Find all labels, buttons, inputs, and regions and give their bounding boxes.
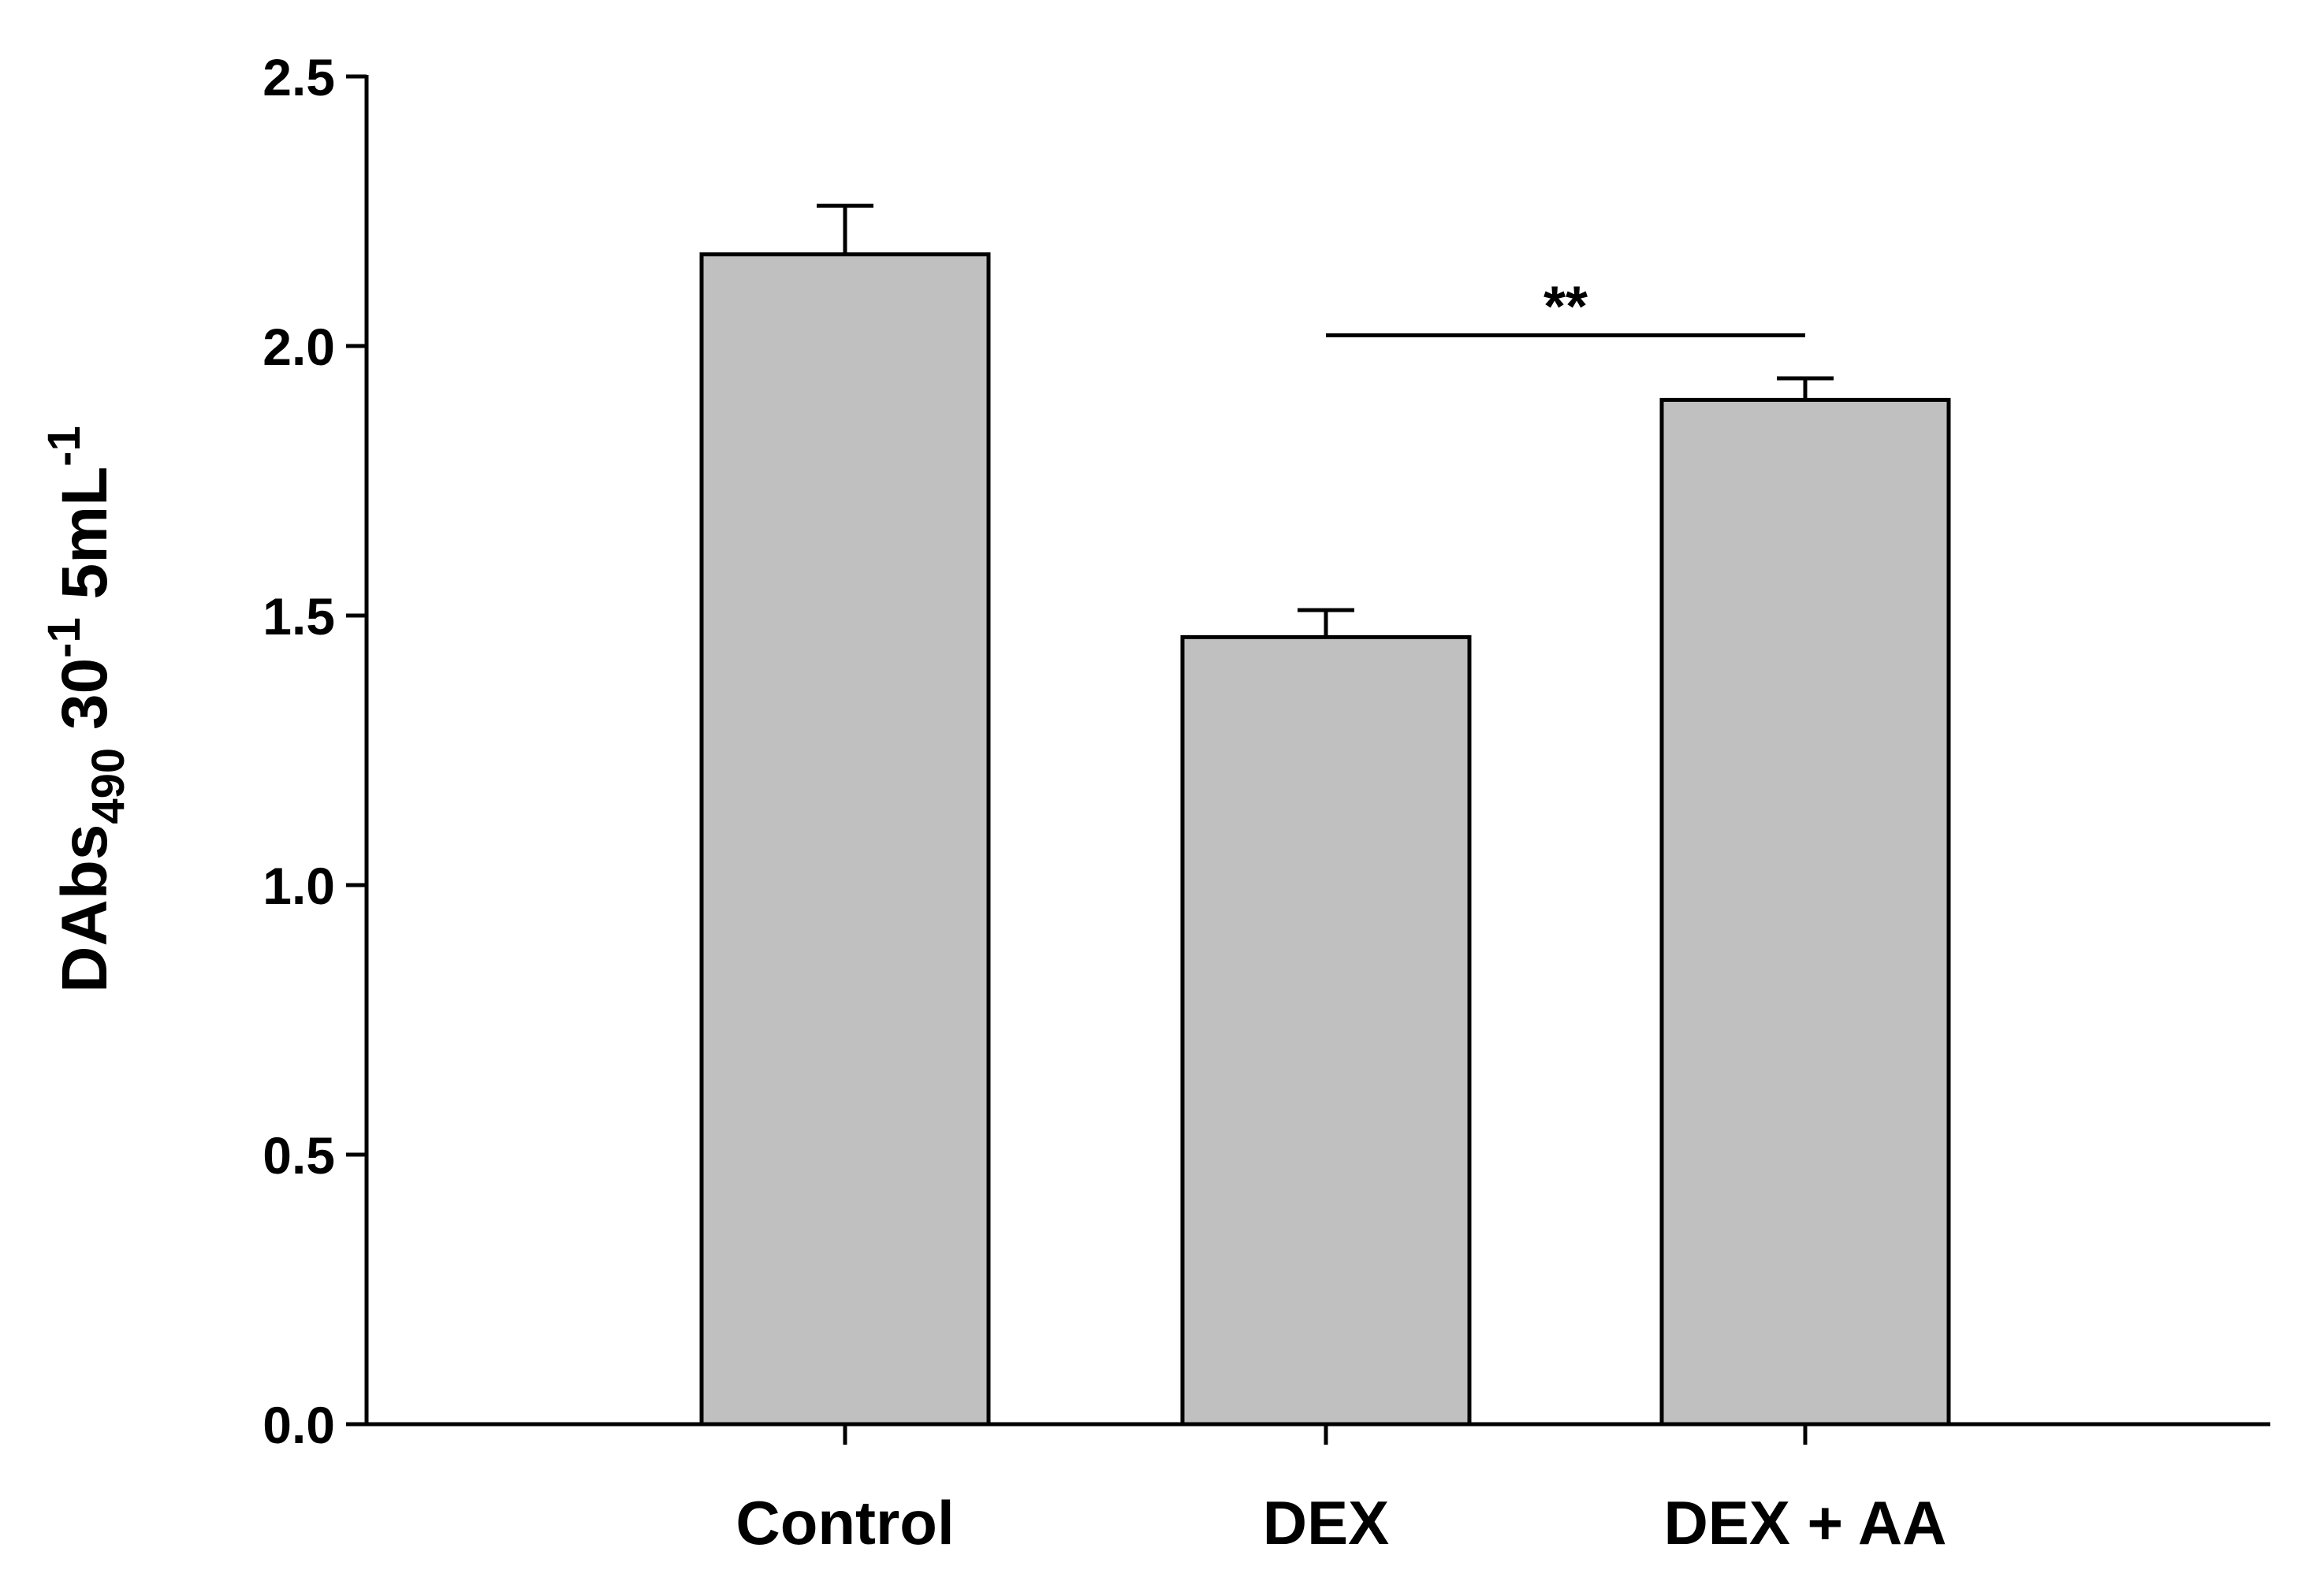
x-tick-label: DEX (1263, 1488, 1389, 1557)
y-label-part3: 5mL (49, 467, 121, 617)
y-label-part2: 30 (49, 658, 121, 748)
bars-layer (699, 252, 1951, 1427)
y-tick-label: 2.5 (263, 48, 335, 106)
y-tick-label: 1.0 (263, 857, 335, 915)
x-ticks-layer: Control DEX DEX + AA (735, 1424, 1947, 1557)
y-label-superscript-2: -1 (39, 426, 90, 467)
x-tick-label: Control (735, 1488, 954, 1557)
y-ticks-layer: 0.0 0.5 1.0 1.5 2.0 2.5 (263, 48, 367, 1454)
y-label-main: DAbs (49, 824, 121, 993)
significance-layer: ** (1326, 275, 1805, 338)
bar-control (699, 252, 991, 1427)
y-label-subscript: 490 (83, 748, 134, 824)
y-axis-label: DAbs490 30-1 5mL-1 (39, 426, 134, 992)
significance-marker: ** (1543, 275, 1588, 338)
y-label-superscript-1: -1 (39, 617, 90, 658)
x-tick-label: DEX + AA (1663, 1488, 1946, 1557)
axes-layer (364, 75, 2270, 1427)
bar-dex-aa (1659, 397, 1951, 1427)
y-tick-label: 1.5 (263, 587, 335, 645)
y-tick-label: 0.0 (263, 1396, 335, 1454)
y-tick-label: 0.5 (263, 1126, 335, 1185)
bar-dex (1180, 634, 1472, 1427)
error-bars-layer (817, 203, 1834, 638)
y-tick-label: 2.0 (263, 318, 335, 376)
